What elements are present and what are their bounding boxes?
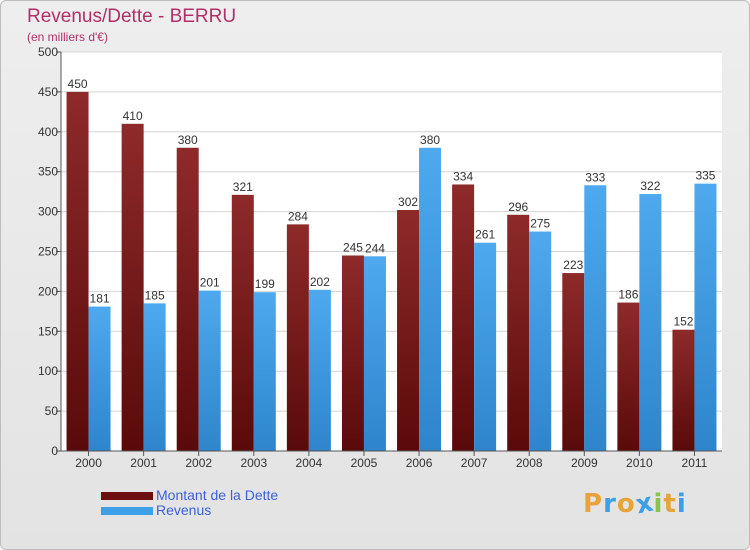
x-tick-label: 2004 bbox=[296, 456, 323, 470]
bar-debt bbox=[231, 194, 254, 452]
chart-subtitle: (en milliers d'€) bbox=[27, 30, 108, 44]
bar-revenus bbox=[363, 256, 386, 451]
data-label-debt: 223 bbox=[563, 258, 583, 272]
x-tick-label: 2001 bbox=[130, 456, 157, 470]
bar-revenus bbox=[88, 306, 111, 451]
y-tick-label: 300 bbox=[38, 205, 58, 219]
bar-debt bbox=[452, 184, 475, 451]
logo-letter: i bbox=[653, 489, 664, 519]
data-label-revenus: 201 bbox=[200, 276, 220, 290]
y-tick-label: 400 bbox=[38, 125, 58, 139]
logo-letter: o bbox=[616, 489, 636, 519]
bar-revenus bbox=[474, 242, 497, 451]
x-tick-label: 2002 bbox=[185, 456, 212, 470]
bar-debt bbox=[672, 329, 695, 451]
x-tick-label: 2008 bbox=[516, 456, 543, 470]
y-tick-label: 450 bbox=[38, 85, 58, 99]
data-label-revenus: 322 bbox=[640, 179, 660, 193]
legend-label-revenus: Revenus bbox=[156, 502, 212, 518]
bar-revenus bbox=[198, 290, 221, 451]
x-tick-label: 2003 bbox=[240, 456, 267, 470]
bar-debt bbox=[341, 255, 364, 451]
bar-revenus bbox=[419, 147, 442, 451]
y-tick-label: 50 bbox=[45, 404, 59, 418]
data-label-debt: 284 bbox=[288, 209, 308, 223]
bar-debt bbox=[121, 123, 144, 451]
x-tick-label: 2009 bbox=[571, 456, 598, 470]
logo-letter: P bbox=[583, 489, 604, 519]
bar-debt bbox=[286, 224, 309, 451]
y-tick-label: 100 bbox=[38, 364, 58, 378]
data-label-debt: 410 bbox=[123, 109, 143, 123]
bar-debt bbox=[66, 91, 89, 452]
y-tick-label: 250 bbox=[38, 245, 58, 259]
data-label-debt: 334 bbox=[453, 169, 473, 183]
data-label-revenus: 380 bbox=[420, 133, 440, 147]
x-tick-label: 2006 bbox=[406, 456, 433, 470]
legend-swatch-revenus bbox=[101, 507, 153, 515]
y-tick-label: 350 bbox=[38, 165, 58, 179]
y-tick-label: 500 bbox=[38, 45, 58, 59]
bar-revenus bbox=[584, 185, 607, 452]
legend-swatch-debt bbox=[101, 492, 153, 500]
data-label-revenus: 275 bbox=[530, 217, 550, 231]
chart-title: Revenus/Dette - BERRU bbox=[27, 6, 237, 27]
bar-debt bbox=[507, 214, 530, 451]
x-tick-label: 2005 bbox=[351, 456, 378, 470]
data-label-debt: 296 bbox=[508, 200, 528, 214]
data-label-debt: 321 bbox=[233, 180, 253, 194]
logo-letter: t bbox=[663, 489, 677, 519]
bar-debt bbox=[397, 210, 420, 451]
data-label-debt: 245 bbox=[343, 240, 363, 254]
data-label-revenus: 335 bbox=[695, 169, 715, 183]
legend-label-debt: Montant de la Dette bbox=[156, 487, 279, 503]
bar-revenus bbox=[694, 183, 717, 452]
bar-revenus bbox=[253, 292, 276, 451]
bar-debt bbox=[562, 273, 585, 451]
bar-debt bbox=[617, 302, 640, 451]
logo-letter: i bbox=[676, 489, 687, 519]
data-label-revenus: 261 bbox=[475, 228, 495, 242]
x-tick-label: 2000 bbox=[75, 456, 102, 470]
logo-letter: r bbox=[603, 489, 617, 519]
data-label-debt: 450 bbox=[68, 77, 88, 91]
bar-debt bbox=[176, 147, 199, 451]
data-label-revenus: 244 bbox=[365, 241, 385, 255]
y-tick-label: 200 bbox=[38, 284, 58, 298]
bar-revenus bbox=[143, 303, 166, 451]
data-label-revenus: 333 bbox=[585, 170, 605, 184]
x-tick-label: 2011 bbox=[682, 456, 708, 470]
data-label-debt: 302 bbox=[398, 195, 418, 209]
x-tick-label: 2010 bbox=[626, 456, 653, 470]
x-tick-label: 2007 bbox=[461, 456, 488, 470]
y-tick-label: 0 bbox=[51, 444, 58, 458]
bar-revenus bbox=[308, 289, 331, 451]
y-tick-label: 150 bbox=[38, 324, 58, 338]
proxiti-logo: Proxiti bbox=[583, 487, 687, 520]
data-label-revenus: 199 bbox=[255, 277, 275, 291]
data-label-debt: 380 bbox=[178, 133, 198, 147]
data-label-revenus: 202 bbox=[310, 275, 330, 289]
data-label-debt: 152 bbox=[673, 315, 693, 329]
data-label-debt: 186 bbox=[618, 288, 638, 302]
bar-revenus bbox=[639, 194, 662, 451]
data-label-revenus: 181 bbox=[90, 292, 110, 306]
bar-revenus bbox=[529, 231, 552, 451]
data-label-revenus: 185 bbox=[145, 288, 165, 302]
